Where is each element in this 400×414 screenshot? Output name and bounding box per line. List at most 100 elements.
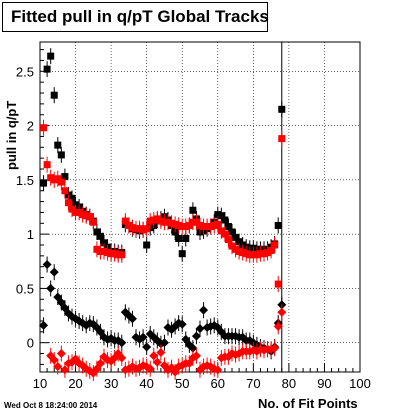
data-point [248,345,258,355]
data-point [192,218,200,226]
data-point [235,238,243,246]
data-point [164,218,172,226]
data-point [145,364,155,374]
x-tick-label: 90 [317,376,331,391]
data-point [224,236,232,244]
data-point [125,221,133,229]
chart-title: Fitted pull in q/pT Global Tracks [11,7,269,26]
data-point [56,298,66,308]
data-point [93,228,101,236]
data-point [96,232,104,240]
data-point [277,307,287,317]
data-point [195,324,205,334]
data-point [82,212,90,220]
data-point [153,215,161,223]
data-point [47,52,55,60]
x-tick-label: 50 [175,376,189,391]
data-point [278,105,286,113]
x-axis-label: No. of Fit Points [258,396,358,411]
data-point [232,233,240,241]
data-point [200,223,208,231]
tick-labels: 10 20 30 40 50 60 70 80 90 100 0 0.5 1 1.5 2 2.5 [16,64,371,391]
data-point [57,151,65,159]
data-point [53,362,63,372]
data-point [160,218,168,226]
data-point [107,250,115,258]
data-point [189,206,197,214]
data-point [49,267,59,277]
data-point [111,250,119,258]
data-point [188,343,198,353]
data-point [152,357,162,367]
data-point [264,249,272,257]
data-point [149,351,159,361]
y-tick-label: 1.5 [16,173,34,188]
data-point [228,228,236,236]
data-point [61,187,69,195]
data-point [42,260,52,270]
data-point [235,248,243,256]
timestamp: Wed Oct 8 18:24:00 2014 [4,401,98,410]
data-point [93,245,101,253]
data-point [157,217,165,225]
data-point [213,365,223,375]
data-point [178,223,186,231]
x-tick-label: 30 [104,376,118,391]
data-point [47,174,55,182]
data-point [249,251,257,259]
data-point [54,141,62,149]
data-point [50,91,58,99]
data-point [117,338,127,348]
data-point [253,251,261,259]
data-point [75,208,83,216]
data-point [175,221,183,229]
data-point [138,332,148,342]
data-point [143,241,151,249]
data-point [118,251,126,259]
data-point [242,250,250,258]
data-point [239,249,247,257]
y-tick-label: 0.5 [16,281,34,296]
x-tick-label: 10 [33,376,47,391]
data-point [128,224,136,232]
data-point [146,217,154,225]
data-point [40,179,48,187]
data-point [256,250,264,258]
x-tick-label: 100 [349,376,371,391]
data-point [221,216,229,224]
data-point [178,250,186,258]
data-point [191,351,201,361]
data-point [136,225,144,233]
x-tick-label: 80 [282,376,296,391]
data-point [43,65,51,73]
data-point [168,219,176,227]
data-point [43,161,51,169]
data-point [86,213,94,221]
data-point [117,353,127,363]
data-point [182,223,190,231]
data-point [159,338,169,348]
data-point [189,218,197,226]
y-tick-label: 0 [27,336,34,351]
data-point [49,355,59,365]
x-tick-label: 20 [68,376,82,391]
data-point [64,199,72,207]
chart-title-box: Fitted pull in q/pT Global Tracks [2,2,269,32]
data-point [89,218,97,226]
data-point [156,347,166,357]
data-point [270,343,280,353]
data-point [191,331,201,341]
data-point [274,280,282,288]
data-point [260,250,268,258]
data-point [96,248,104,256]
data-point [72,208,80,216]
data-point [56,349,66,359]
data-point [228,242,236,250]
data-point [142,342,152,352]
data-point [68,194,76,202]
data-point [100,239,108,247]
data-point [214,211,222,219]
x-tick-label: 40 [139,376,153,391]
data-point [271,241,279,249]
